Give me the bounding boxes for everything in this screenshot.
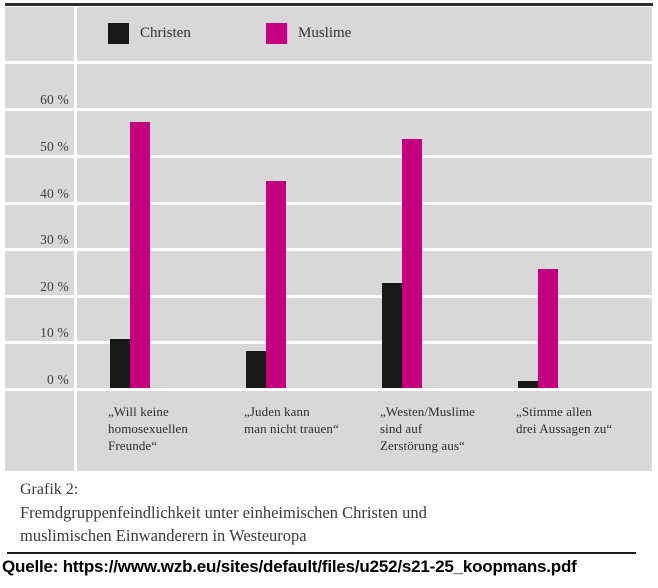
caption-line-1: Fremdgruppenfeindlichkeit unter einheimi…	[20, 503, 427, 522]
bar-christen-3	[518, 381, 538, 388]
gridline-20	[5, 294, 652, 298]
y-tick-40: 40 %	[40, 185, 69, 201]
caption-title: Grafik 2:	[20, 481, 79, 498]
legend-divider	[5, 61, 652, 64]
gridline-60	[5, 108, 652, 112]
gridline-30	[5, 248, 652, 252]
gridline-50	[5, 155, 652, 158]
bar-muslime-0	[130, 122, 150, 388]
legend-label-muslime: Muslime	[298, 25, 352, 41]
bar-christen-1	[246, 351, 266, 388]
caption: Grafik 2: Fremdgruppenfeindlichkeit unte…	[20, 478, 620, 547]
x-label-line: drei Aussagen zu“	[516, 421, 613, 436]
bar-muslime-2	[402, 139, 422, 388]
x-label-line: man nicht trauen“	[244, 421, 339, 436]
bar-muslime-3	[538, 269, 558, 388]
gridline-0	[5, 388, 652, 391]
bar-muslime-1	[266, 181, 286, 388]
top-rule	[5, 3, 653, 6]
x-label-line: homosexuellen	[108, 421, 189, 436]
y-tick-60: 60 %	[40, 92, 69, 108]
axis-divider	[74, 7, 77, 471]
x-label-line: „Juden kann	[244, 404, 310, 419]
gridline-10	[5, 341, 652, 345]
x-label-line: „Stimme allen	[516, 404, 593, 419]
caption-line-2: muslimischen Einwanderern in Westeuropa	[20, 525, 307, 545]
source-url: Quelle: https://www.wzb.eu/sites/default…	[2, 557, 577, 576]
bar-christen-2	[382, 283, 402, 388]
x-label-2: „Westen/Muslime sind auf Zerstörung aus“	[380, 403, 512, 454]
y-tick-20: 20 %	[40, 278, 69, 294]
bar-christen-0	[110, 339, 130, 388]
legend-label-christen: Christen	[140, 25, 191, 41]
x-label-line: Freunde“	[108, 438, 158, 453]
y-tick-0: 0 %	[47, 372, 69, 387]
x-label-line: „Westen/Muslime	[380, 404, 476, 419]
x-label-line: sind auf	[380, 421, 423, 436]
legend-swatch-christen	[108, 23, 129, 44]
source-rule	[7, 552, 636, 554]
gridline-40	[5, 201, 652, 205]
x-label-1: „Juden kann man nicht trauen“	[244, 403, 376, 437]
y-tick-30: 30 %	[40, 232, 69, 248]
x-label-line: „Will keine	[108, 404, 169, 419]
x-label-3: „Stimme allen drei Aussagen zu“	[516, 403, 648, 437]
chart-panel: Christen Muslime 0 % 10 % 20 % 30 % 40 % 50 %…	[5, 7, 652, 471]
x-label-line: Zerstörung aus“	[380, 438, 465, 453]
y-tick-10: 10 %	[40, 325, 69, 341]
x-label-0: „Will keine homosexuellen Freunde“	[108, 403, 240, 454]
y-tick-50: 50 %	[40, 139, 69, 154]
legend-swatch-muslime	[266, 23, 287, 44]
